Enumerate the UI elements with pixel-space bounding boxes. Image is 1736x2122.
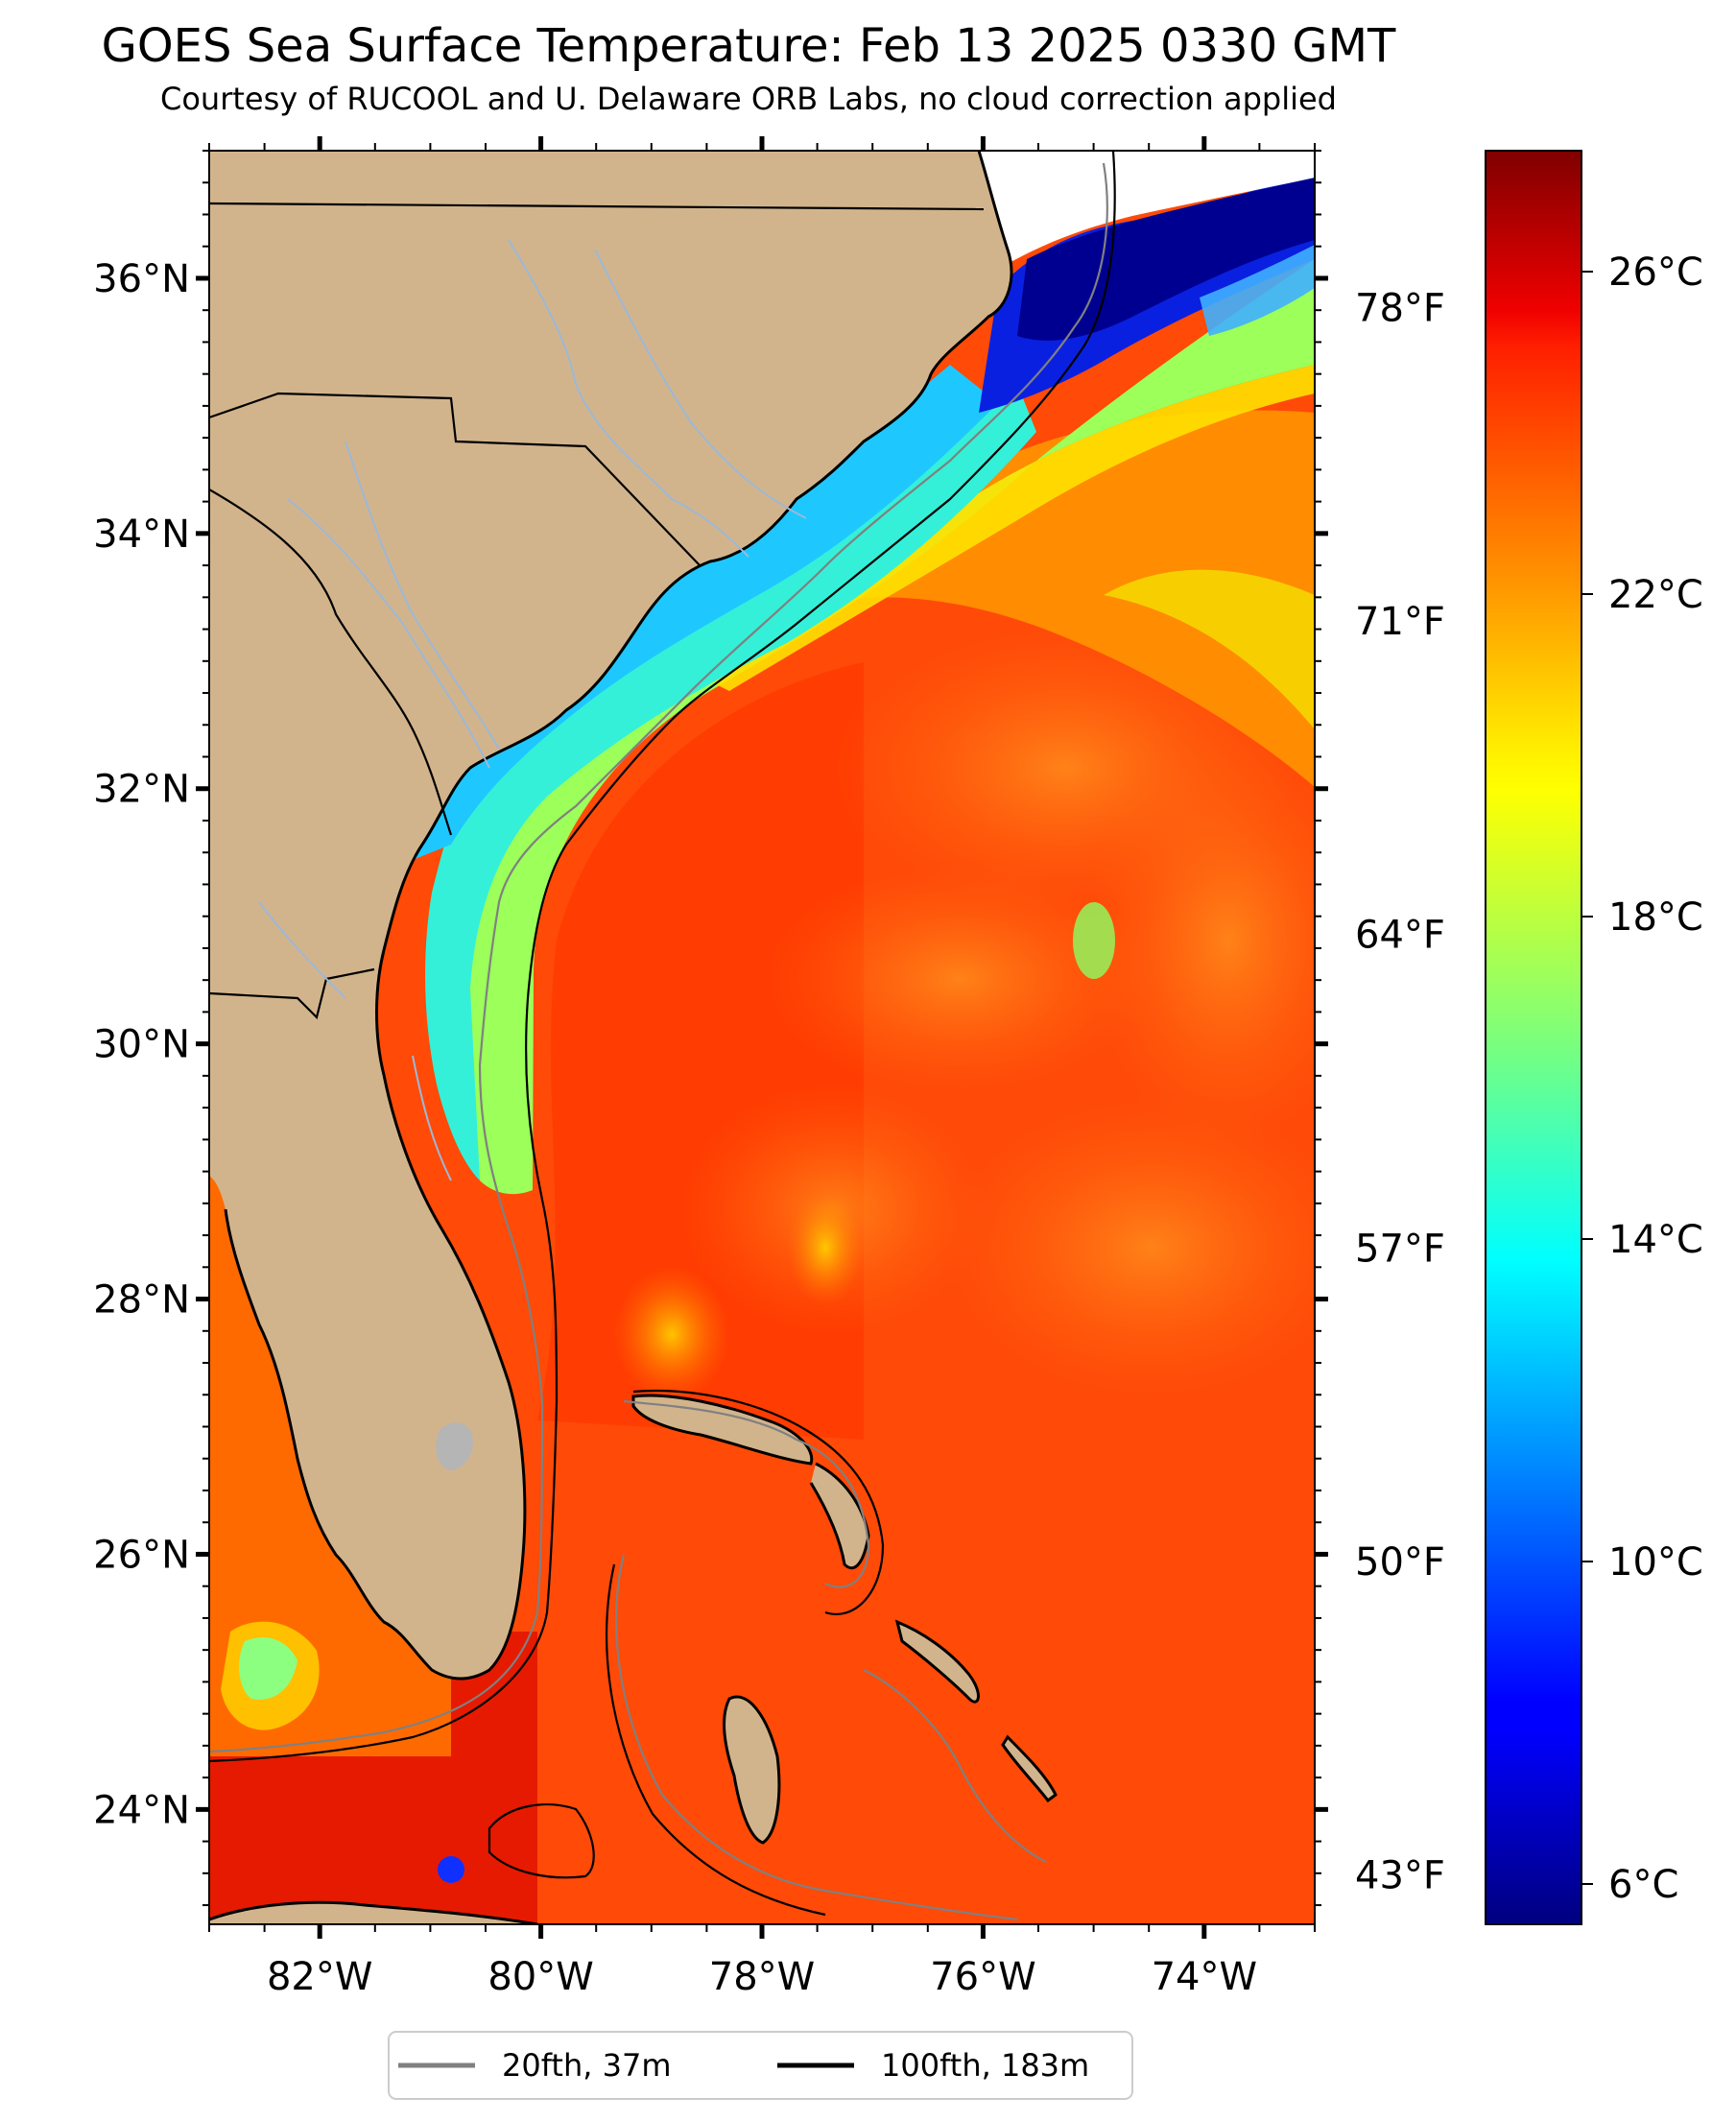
lake-okeechobee [436, 1422, 473, 1470]
us-landmass [209, 151, 1011, 1679]
warm-eddy [768, 864, 1152, 1094]
colorbar-fahrenheit-label: 50°F [1355, 1540, 1445, 1585]
isobath-100fth [209, 151, 1116, 1917]
colorbar-celsius-label: 10°C [1608, 1540, 1703, 1585]
colorbar-celsius-label: 18°C [1608, 895, 1703, 940]
colorbar-gradient [1485, 150, 1582, 1925]
colorbar-fahrenheit-label: 71°F [1355, 600, 1445, 644]
cold-spot [438, 1856, 464, 1883]
lat-tick-label: 30°N [93, 1023, 190, 1067]
colorbar-celsius-label: 26°C [1608, 250, 1703, 295]
isobath-20fth [209, 162, 1108, 1921]
lon-tick-label: 82°W [267, 1955, 372, 1999]
rivers [258, 239, 807, 1181]
lon-tick-label: 76°W [930, 1955, 1035, 1999]
map-panel [209, 151, 1315, 1924]
lat-tick-label: 28°N [93, 1278, 190, 1323]
hot-spot [1073, 902, 1115, 979]
colorbar-celsius-ticks: 6°C 10°C 14°C 18°C 22°C 26°C [1581, 250, 1703, 1907]
no-data-area [979, 151, 1315, 264]
cold-water-core [1017, 178, 1315, 341]
legend: 20fth, 37m 100fth, 183m [388, 2031, 1133, 2100]
colorbar-fahrenheit-label: 57°F [1355, 1227, 1445, 1271]
lat-tick-label: 24°N [93, 1788, 190, 1832]
longitude-axis: 82°W 80°W 78°W 76°W 74°W [208, 136, 1316, 1999]
shelf-water-lightblue [403, 365, 998, 864]
state-boundaries [209, 202, 985, 1020]
gulf-water-green [239, 1637, 297, 1700]
lon-tick-label: 74°W [1152, 1955, 1257, 1999]
hot-spot [787, 1190, 864, 1305]
hot-spot [614, 1267, 729, 1401]
warm-eddy [1084, 729, 1315, 1152]
latitude-axis: 24°N 26°N 28°N 30°N 32°N 34°N 36°N [93, 150, 1328, 1907]
colorbar-fahrenheit-label: 78°F [1355, 286, 1445, 330]
coastlines [209, 151, 1058, 1924]
warm-eddy [940, 1094, 1315, 1401]
legend-label-100fth: 100fth, 183m [881, 2047, 1089, 2084]
cold-water-cyan-streak [1200, 245, 1315, 336]
legend-label-20fth: 20fth, 37m [502, 2047, 671, 2084]
lat-tick-label: 34°N [93, 513, 190, 557]
andros [724, 1697, 779, 1843]
chart-subtitle: Courtesy of RUCOOL and U. Delaware ORB L… [160, 81, 1337, 117]
shelf-water-yellow-fringe [691, 365, 1315, 691]
chart-title: GOES Sea Surface Temperature: Feb 13 202… [101, 19, 1396, 73]
lat-tick-label: 26°N [93, 1533, 190, 1577]
colorbar-celsius-label: 14°C [1608, 1218, 1703, 1262]
slope-water [787, 410, 1315, 787]
eleuthera [897, 1622, 979, 1703]
colorbar-fahrenheit-ticks: 43°F 50°F 57°F 64°F 71°F 78°F [1355, 286, 1445, 1897]
legend-box [388, 2031, 1133, 2100]
colorbar-fahrenheit-label: 64°F [1355, 914, 1445, 958]
shelf-water-cyan [425, 384, 1036, 1180]
colorbar-celsius-label: 6°C [1608, 1863, 1678, 1907]
lat-tick-label: 32°N [93, 768, 190, 812]
colorbar: 6°C 10°C 14°C 18°C 22°C 26°C 43°F 50°F 57°F 64°F… [1355, 150, 1703, 1925]
lon-tick-label: 78°W [709, 1955, 815, 1999]
colorbar-fahrenheit-label: 43°F [1355, 1854, 1445, 1898]
lat-tick-label: 36°N [93, 257, 190, 301]
lon-tick-label: 80°W [488, 1955, 593, 1999]
grand-bahama [633, 1395, 812, 1464]
slope-water-yellow [1104, 569, 1315, 729]
exuma [1003, 1737, 1056, 1800]
abaco [811, 1464, 868, 1568]
cuba-coast [209, 1902, 537, 1924]
colorbar-celsius-label: 22°C [1608, 573, 1703, 617]
